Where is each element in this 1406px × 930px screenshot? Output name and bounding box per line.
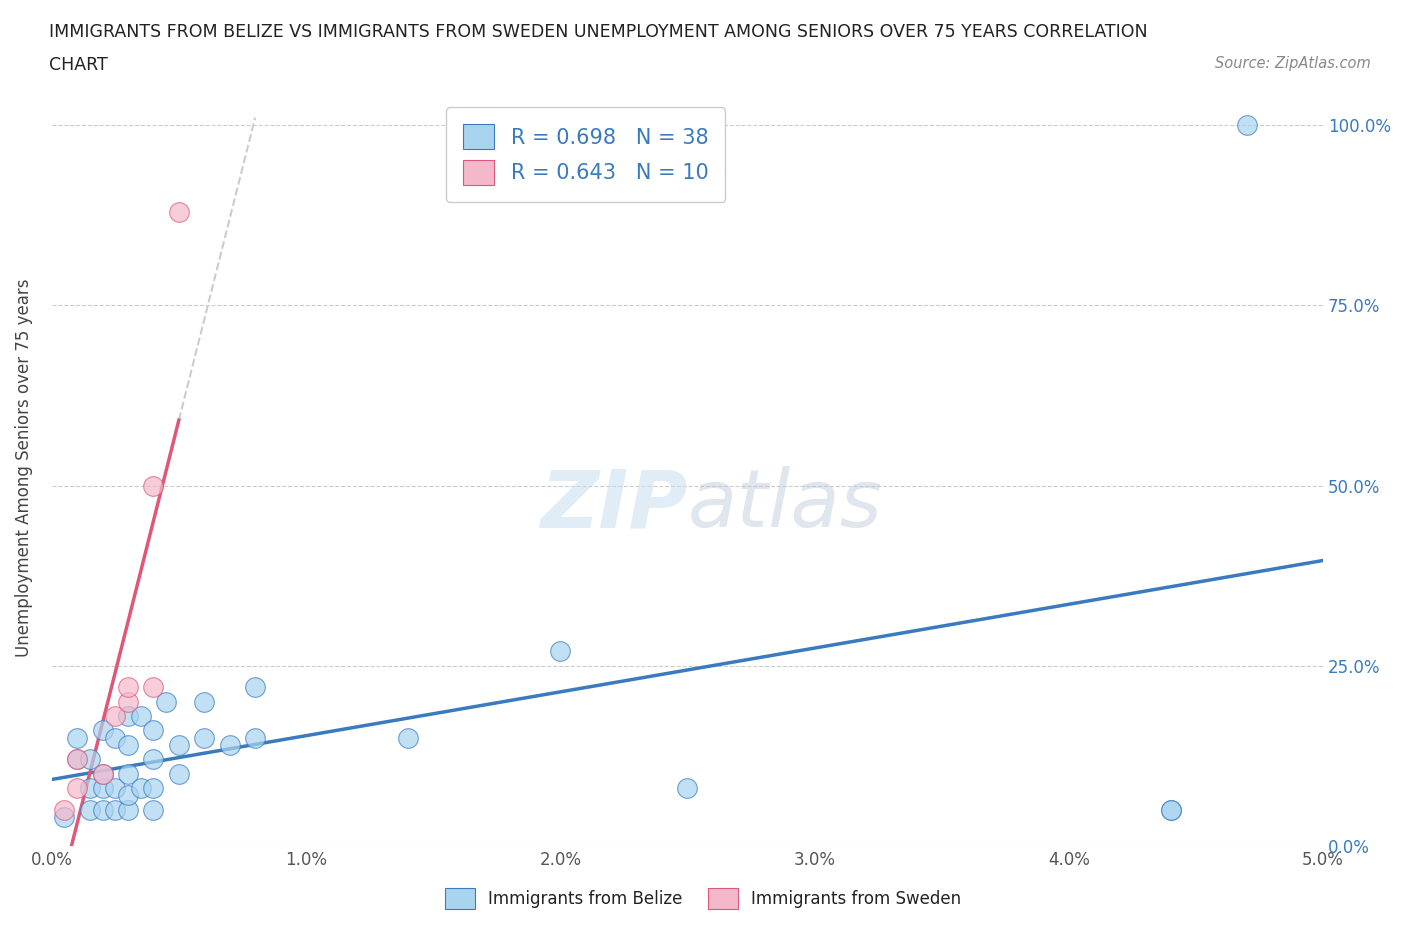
Point xyxy=(167,205,190,219)
Point xyxy=(142,803,165,817)
Point xyxy=(129,709,152,724)
Y-axis label: Unemployment Among Seniors over 75 years: Unemployment Among Seniors over 75 years xyxy=(15,278,32,657)
Point xyxy=(155,694,177,709)
Point xyxy=(193,730,215,745)
Point xyxy=(550,644,572,658)
Point xyxy=(91,766,114,781)
Point xyxy=(117,694,139,709)
Text: atlas: atlas xyxy=(688,466,882,544)
Legend: R = 0.698   N = 38, R = 0.643   N = 10: R = 0.698 N = 38, R = 0.643 N = 10 xyxy=(446,107,725,202)
Text: CHART: CHART xyxy=(49,56,108,73)
Point xyxy=(676,780,699,795)
Point xyxy=(117,788,139,803)
Point xyxy=(79,751,101,766)
Point xyxy=(1160,803,1182,817)
Point xyxy=(104,780,127,795)
Point xyxy=(142,751,165,766)
Point xyxy=(396,730,419,745)
Point xyxy=(79,803,101,817)
Point xyxy=(104,709,127,724)
Point xyxy=(142,723,165,737)
Point xyxy=(243,680,266,695)
Text: Source: ZipAtlas.com: Source: ZipAtlas.com xyxy=(1215,56,1371,71)
Point xyxy=(142,780,165,795)
Point xyxy=(66,751,89,766)
Legend: Immigrants from Belize, Immigrants from Sweden: Immigrants from Belize, Immigrants from … xyxy=(437,880,969,917)
Point xyxy=(53,803,76,817)
Point xyxy=(1160,803,1182,817)
Point xyxy=(104,803,127,817)
Point xyxy=(66,751,89,766)
Point xyxy=(53,809,76,824)
Point xyxy=(91,780,114,795)
Point xyxy=(117,766,139,781)
Text: ZIP: ZIP xyxy=(540,466,688,544)
Point xyxy=(142,680,165,695)
Point xyxy=(117,680,139,695)
Point xyxy=(167,766,190,781)
Point xyxy=(91,803,114,817)
Point xyxy=(91,766,114,781)
Point xyxy=(1236,118,1258,133)
Point xyxy=(79,780,101,795)
Text: IMMIGRANTS FROM BELIZE VS IMMIGRANTS FROM SWEDEN UNEMPLOYMENT AMONG SENIORS OVER: IMMIGRANTS FROM BELIZE VS IMMIGRANTS FRO… xyxy=(49,23,1147,41)
Point xyxy=(91,723,114,737)
Point xyxy=(117,737,139,752)
Point xyxy=(117,709,139,724)
Point xyxy=(243,730,266,745)
Point xyxy=(218,737,240,752)
Point xyxy=(167,737,190,752)
Point xyxy=(66,780,89,795)
Point xyxy=(104,730,127,745)
Point xyxy=(66,730,89,745)
Point xyxy=(129,780,152,795)
Point xyxy=(142,478,165,493)
Point xyxy=(193,694,215,709)
Point xyxy=(117,803,139,817)
